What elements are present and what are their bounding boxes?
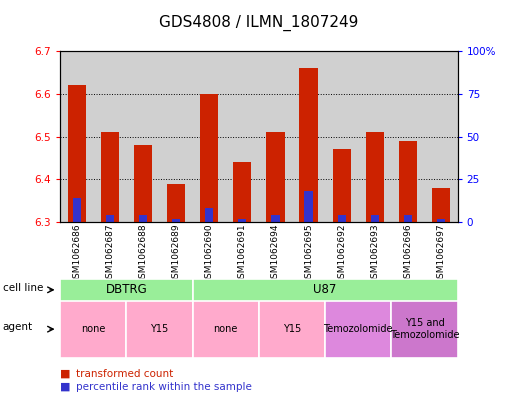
Bar xyxy=(259,51,292,222)
Bar xyxy=(325,301,391,358)
Text: Y15: Y15 xyxy=(283,324,301,334)
Text: U87: U87 xyxy=(313,283,337,296)
Bar xyxy=(371,215,379,222)
Bar xyxy=(226,51,259,222)
Bar xyxy=(432,188,450,222)
Text: Temozolomide: Temozolomide xyxy=(324,324,393,334)
Bar xyxy=(425,51,458,222)
Bar xyxy=(238,219,246,222)
Text: ■: ■ xyxy=(60,382,71,392)
Bar xyxy=(127,51,160,222)
Bar xyxy=(358,51,391,222)
Bar xyxy=(172,219,180,222)
Text: GDS4808 / ILMN_1807249: GDS4808 / ILMN_1807249 xyxy=(159,15,359,31)
Text: agent: agent xyxy=(3,322,33,332)
Bar xyxy=(167,184,185,222)
Bar xyxy=(337,215,346,222)
Bar xyxy=(60,301,127,358)
Bar xyxy=(259,301,325,358)
Bar xyxy=(304,191,313,222)
Bar xyxy=(160,51,192,222)
Bar xyxy=(60,51,93,222)
Bar xyxy=(93,51,127,222)
Text: Y15 and
Temozolomide: Y15 and Temozolomide xyxy=(390,318,459,340)
Bar xyxy=(205,208,213,222)
Bar xyxy=(300,68,317,222)
Bar xyxy=(134,145,152,222)
Bar xyxy=(67,85,86,222)
Bar xyxy=(292,51,325,222)
Bar xyxy=(60,279,192,301)
Bar xyxy=(391,301,458,358)
Bar xyxy=(192,279,458,301)
Bar xyxy=(399,141,417,222)
Bar xyxy=(127,301,192,358)
Bar xyxy=(333,149,351,222)
Bar xyxy=(200,94,218,222)
Bar xyxy=(271,215,280,222)
Text: transformed count: transformed count xyxy=(76,369,173,379)
Text: none: none xyxy=(81,324,106,334)
Bar xyxy=(233,162,252,222)
Text: Y15: Y15 xyxy=(151,324,168,334)
Bar xyxy=(266,132,285,222)
Bar xyxy=(192,51,226,222)
Text: percentile rank within the sample: percentile rank within the sample xyxy=(76,382,252,392)
Text: cell line: cell line xyxy=(3,283,43,293)
Bar xyxy=(391,51,425,222)
Bar xyxy=(106,215,114,222)
Text: DBTRG: DBTRG xyxy=(106,283,147,296)
Bar xyxy=(139,215,147,222)
Bar xyxy=(325,51,358,222)
Bar xyxy=(404,215,412,222)
Text: none: none xyxy=(213,324,238,334)
Bar xyxy=(366,132,384,222)
Text: ■: ■ xyxy=(60,369,71,379)
Bar xyxy=(437,219,445,222)
Bar xyxy=(192,301,259,358)
Bar xyxy=(73,198,81,222)
Bar xyxy=(101,132,119,222)
